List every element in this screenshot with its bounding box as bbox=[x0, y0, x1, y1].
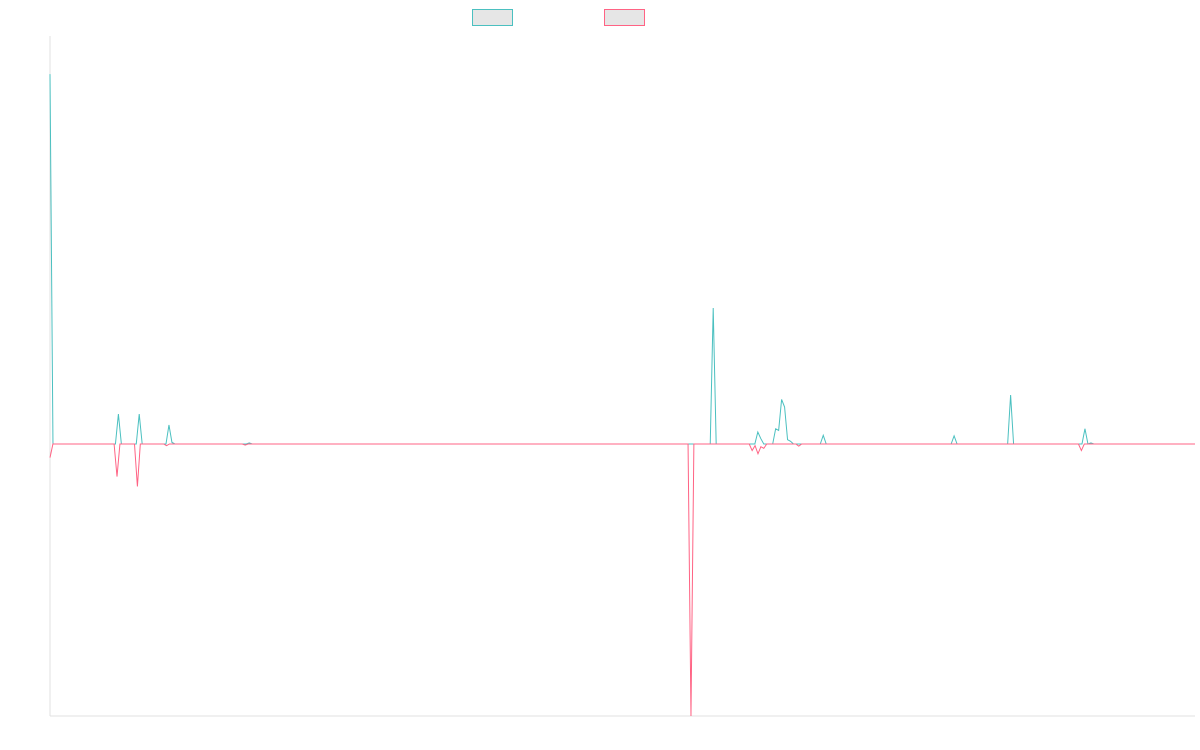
legend-item-1[interactable] bbox=[472, 9, 513, 26]
series-layer bbox=[49, 74, 1195, 717]
series-line-1 bbox=[49, 74, 1195, 445]
legend bbox=[472, 9, 645, 26]
legend-swatch bbox=[604, 9, 645, 26]
series-line-2 bbox=[49, 443, 1195, 717]
legend-item-2[interactable] bbox=[604, 9, 645, 26]
axes bbox=[49, 36, 1195, 717]
legend-swatch bbox=[472, 9, 513, 26]
